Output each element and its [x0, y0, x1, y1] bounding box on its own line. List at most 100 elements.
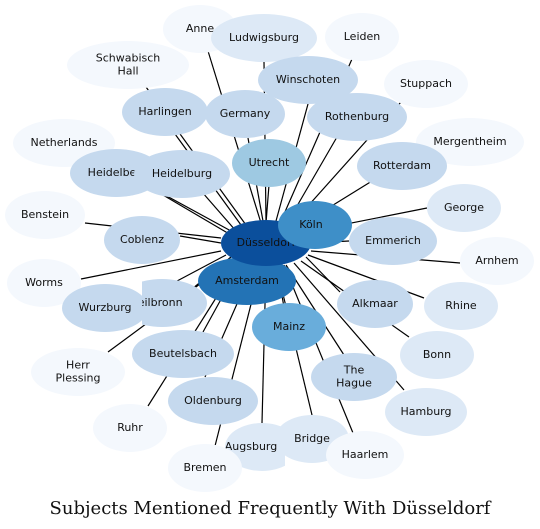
node-ellipse-bremen [168, 444, 242, 492]
node-label-alkmaar: Alkmaar [352, 297, 398, 310]
node-augsburg: Augsburg [225, 423, 285, 471]
node-heilbronn: Heilbronn [129, 279, 207, 327]
node-ellipse-winschoten [258, 56, 358, 104]
node-leiden: Leiden [325, 13, 399, 61]
node-label-bridge: Bridge [294, 432, 330, 445]
node-ellipse-heidelbe [70, 149, 162, 197]
node-rotterdam: Rotterdam [357, 142, 447, 190]
node-label-rotterdam: Rotterdam [373, 159, 431, 172]
node-label-anne: Anne [186, 22, 214, 35]
node-ellipse-alkmaar [337, 280, 413, 328]
node-label-schwabisch-hall: Schwabisch Hall [96, 52, 161, 78]
node-ellipse-augsburg [225, 423, 285, 471]
node-ellipse-rhine [424, 282, 498, 330]
node-label-heilbronn: Heilbronn [129, 296, 182, 309]
node-ellipse-wurzburg [62, 284, 148, 332]
node-mergentheim: Mergentheim [416, 118, 524, 166]
node-ellipse-mergentheim [416, 118, 524, 166]
nodes-layer: Anne Ludwigsburg Leiden Schwabisch Hall Winsc… [5, 5, 534, 492]
node-heidelbe: Heidelbe [70, 149, 162, 197]
node-label-george: George [444, 201, 484, 214]
node-bonn: Bonn [400, 331, 474, 379]
node-ellipse-ruhr [93, 404, 167, 452]
edge-dusseldorf-alkmaar [305, 256, 341, 293]
node-label-mergentheim: Mergentheim [433, 135, 506, 148]
node-ellipse-stuppach [384, 60, 468, 108]
node-harlingen: Harlingen [122, 88, 208, 136]
node-ellipse-george [427, 184, 501, 232]
node-ellipse-harlingen [122, 88, 208, 136]
node-stuppach: Stuppach [384, 60, 468, 108]
node-rothenburg: Rothenburg [307, 93, 407, 141]
node-label-netherlands: Netherlands [30, 136, 97, 149]
node-label-bremen: Bremen [183, 461, 226, 474]
node-ellipse-utrecht [232, 139, 306, 187]
node-label-worms: Worms [25, 276, 63, 289]
node-ellipse-the-hague [311, 353, 397, 401]
node-ellipse-koln [278, 201, 352, 249]
node-ellipse-haarlem [326, 431, 404, 479]
node-ellipse-benstein [5, 191, 85, 239]
node-wurzburg: Wurzburg [62, 284, 148, 332]
node-label-augsburg: Augsburg [225, 440, 277, 453]
node-label-the-hague: The Hague [336, 364, 372, 390]
node-worms: Worms [7, 259, 81, 307]
node-the-hague: The Hague [311, 353, 397, 401]
node-ellipse-worms [7, 259, 81, 307]
node-ellipse-rothenburg [307, 93, 407, 141]
node-ellipse-beutelsbach [132, 330, 234, 378]
node-label-germany: Germany [220, 107, 271, 120]
node-herr-plessing: Herr Plessing [31, 348, 125, 396]
node-ellipse-heilbronn [142, 279, 207, 327]
node-label-rhine: Rhine [445, 299, 477, 312]
node-ellipse-mainz [252, 303, 326, 351]
node-label-emmerich: Emmerich [365, 234, 421, 247]
node-ludwigsburg: Ludwigsburg [211, 14, 317, 62]
graph-title: Subjects Mentioned Frequently With Düsse… [50, 498, 492, 519]
node-label-arnhem: Arnhem [475, 254, 518, 267]
node-ellipse-germany [205, 90, 285, 138]
edge-dusseldorf-heidelburg [201, 191, 237, 232]
node-label-winschoten: Winschoten [276, 73, 340, 86]
node-ellipse-heidelburg [134, 150, 230, 198]
node-coblenz: Coblenz [104, 216, 180, 264]
node-label-amsterdam: Amsterdam [215, 274, 279, 287]
node-label-koln: Köln [299, 218, 322, 231]
node-schwabisch-hall: Schwabisch Hall [67, 41, 189, 89]
node-ellipse-ludwigsburg [211, 14, 317, 62]
node-hamburg: Hamburg [385, 388, 467, 436]
node-label-rothenburg: Rothenburg [325, 110, 389, 123]
node-bremen: Bremen [168, 444, 242, 492]
node-label-ruhr: Ruhr [117, 421, 143, 434]
node-oldenburg: Oldenburg [168, 377, 258, 425]
node-germany: Germany [205, 90, 285, 138]
edge-dusseldorf-haarlem [283, 264, 354, 434]
node-label-heidelbe: Heidelbe [88, 166, 137, 179]
node-label-dusseldorf: Düsseldorf [237, 236, 297, 249]
node-winschoten: Winschoten [258, 56, 358, 104]
node-george: George [427, 184, 501, 232]
node-label-mainz: Mainz [273, 320, 305, 333]
node-label-leiden: Leiden [344, 30, 381, 43]
node-utrecht: Utrecht [232, 139, 306, 187]
node-ellipse-coblenz [104, 216, 180, 264]
node-alkmaar: Alkmaar [337, 280, 413, 328]
node-label-oldenburg: Oldenburg [184, 394, 242, 407]
node-mainz: Mainz [252, 303, 326, 351]
edge-dusseldorf-coblenz [179, 235, 222, 244]
node-label-hamburg: Hamburg [401, 405, 452, 418]
node-ellipse-arnhem [460, 237, 534, 285]
node-ellipse-amsterdam [198, 257, 296, 305]
node-haarlem: Haarlem [326, 431, 404, 479]
node-ellipse-bonn [400, 331, 474, 379]
node-label-stuppach: Stuppach [400, 77, 452, 90]
node-label-wurzburg: Wurzburg [78, 301, 131, 314]
node-ellipse-hamburg [385, 388, 467, 436]
edge-dusseldorf-utrecht [265, 184, 270, 224]
node-ellipse-oldenburg [168, 377, 258, 425]
node-ruhr: Ruhr [93, 404, 167, 452]
node-benstein: Benstein [5, 191, 85, 239]
node-label-herr-plessing: Herr Plessing [56, 359, 101, 385]
